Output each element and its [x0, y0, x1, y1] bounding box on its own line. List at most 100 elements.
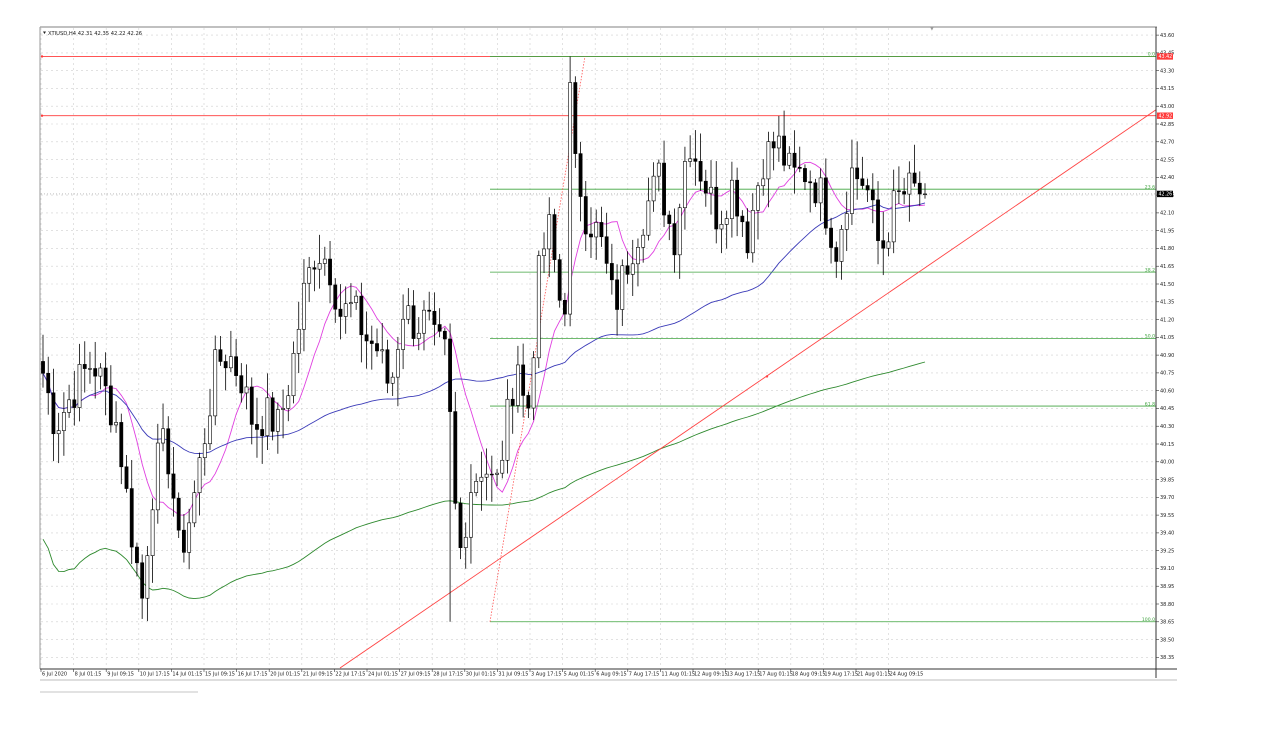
- y-tick-label: 42.85: [1160, 122, 1174, 128]
- candle-bullish: [776, 135, 781, 149]
- x-tick-label: 3 Aug 17:15: [531, 672, 562, 678]
- y-tick-label: 41.95: [1160, 228, 1174, 234]
- candle-bearish: [260, 429, 265, 436]
- x-tick-label: 24 Aug 09:15: [890, 672, 924, 678]
- price-labels: 43.42 42.92 42.26: [1157, 53, 1173, 198]
- candle-bullish: [756, 185, 760, 211]
- candle-bearish: [223, 361, 228, 369]
- x-tick-label: 18 Aug 09:15: [792, 672, 826, 678]
- y-tick-label: 39.25: [1160, 548, 1174, 554]
- candle-bearish: [176, 497, 181, 531]
- y-tick-label: 41.20: [1160, 317, 1174, 323]
- candle-bearish: [897, 190, 901, 192]
- candle-bullish: [390, 376, 395, 384]
- candle-bullish: [923, 193, 927, 196]
- candle-bullish: [839, 229, 844, 262]
- y-tick-label: 38.50: [1160, 637, 1174, 643]
- y-tick-label: 40.00: [1160, 460, 1174, 466]
- y-tick-label: 39.10: [1160, 566, 1174, 572]
- moving-average-line: [42, 202, 926, 454]
- x-tick-label: 16 Jul 17:15: [238, 672, 268, 678]
- candle-bearish: [328, 258, 332, 286]
- candle-bearish: [46, 372, 51, 394]
- x-tick-label: 15 Jul 09:15: [205, 672, 235, 678]
- y-tick-label: 40.30: [1160, 424, 1174, 430]
- candle-bearish: [234, 356, 239, 376]
- candle-bullish: [343, 303, 348, 317]
- candle-bearish: [135, 546, 139, 564]
- candle-bullish: [724, 218, 729, 225]
- candle-bullish: [416, 332, 421, 339]
- candle-bullish: [844, 213, 849, 230]
- y-tick-label: 39.70: [1160, 495, 1174, 501]
- x-tick-label: 30 Jul 01:15: [466, 672, 496, 678]
- candle-bearish: [583, 196, 588, 235]
- candle-bullish: [155, 442, 160, 511]
- x-tick-label: 22 Jul 17:15: [335, 672, 365, 678]
- candle-bullish: [77, 364, 82, 408]
- x-tick-label: 31 Jul 09:15: [498, 672, 528, 678]
- candle-bearish: [589, 233, 593, 238]
- x-tick-label: 10 Jul 17:15: [140, 672, 170, 678]
- candle-bearish: [599, 222, 604, 238]
- candle-bearish: [171, 473, 176, 499]
- candle-bullish: [766, 141, 771, 180]
- candle-bearish: [270, 397, 275, 432]
- candle-bearish: [771, 141, 776, 149]
- candle-bearish: [453, 411, 458, 504]
- candle-bearish: [489, 473, 494, 476]
- candle-bearish: [442, 330, 447, 340]
- x-tick-label: 7 Aug 17:15: [629, 672, 660, 678]
- resistance-line-anchor: [40, 114, 44, 117]
- candle-bullish: [228, 356, 233, 369]
- fibonacci-level-label: 61.8: [1145, 401, 1155, 407]
- candle-bearish: [829, 227, 833, 248]
- candle-bearish: [860, 178, 865, 186]
- y-tick-label: 40.75: [1160, 371, 1174, 377]
- candle-bearish: [119, 422, 124, 468]
- candle-bullish: [646, 200, 651, 236]
- candle-bearish: [917, 182, 922, 195]
- candle-bullish: [61, 412, 66, 431]
- x-axis-labels: 6 Jul 2020 8 Jul 01:15 9 Jul 09:15 10 Jul 1…: [40, 669, 924, 678]
- trendline-handle: [765, 375, 769, 378]
- candle-bullish: [787, 152, 792, 166]
- candle-bullish: [114, 422, 118, 426]
- candle-bullish: [709, 186, 713, 194]
- x-tick-label: 6 Aug 09:15: [596, 672, 627, 678]
- candle-bearish: [82, 364, 87, 369]
- y-tick-label: 39.55: [1160, 513, 1174, 519]
- candle-bearish: [735, 179, 740, 217]
- y-tick-label: 38.80: [1160, 602, 1174, 608]
- candle-bullish: [719, 224, 724, 230]
- candle-bullish: [307, 267, 312, 284]
- candle-bearish: [432, 310, 437, 325]
- candle-bearish: [672, 223, 677, 256]
- candle-bearish: [458, 503, 463, 548]
- candle-bearish: [562, 300, 567, 315]
- candle-bearish: [375, 343, 379, 352]
- candle-bearish: [662, 162, 666, 216]
- candle-bullish: [187, 522, 192, 553]
- candle-bearish: [803, 168, 807, 183]
- x-tick-label: 27 Jul 09:15: [401, 672, 431, 678]
- candle-bearish: [249, 386, 254, 425]
- candle-bearish: [359, 295, 364, 336]
- y-tick-label: 41.05: [1160, 335, 1174, 341]
- y-tick-label: 38.35: [1160, 655, 1174, 661]
- grid: [40, 28, 1155, 668]
- resistance-price-tag: [1157, 53, 1173, 60]
- candle-bullish: [536, 255, 541, 359]
- candle-bearish: [385, 349, 390, 384]
- x-tick-label: 8 Jul 01:15: [75, 672, 102, 678]
- chart-position-marker[interactable]: ▼: [930, 26, 934, 32]
- y-tick-label: 39.40: [1160, 531, 1174, 537]
- y-tick-label: 40.90: [1160, 353, 1174, 359]
- candle-bullish: [505, 398, 510, 461]
- candle-bearish: [72, 399, 77, 408]
- candle-bearish: [338, 308, 343, 317]
- candle-bearish: [437, 324, 442, 332]
- x-tick-label: 24 Jul 01:15: [368, 672, 398, 678]
- candle-bearish: [834, 247, 839, 262]
